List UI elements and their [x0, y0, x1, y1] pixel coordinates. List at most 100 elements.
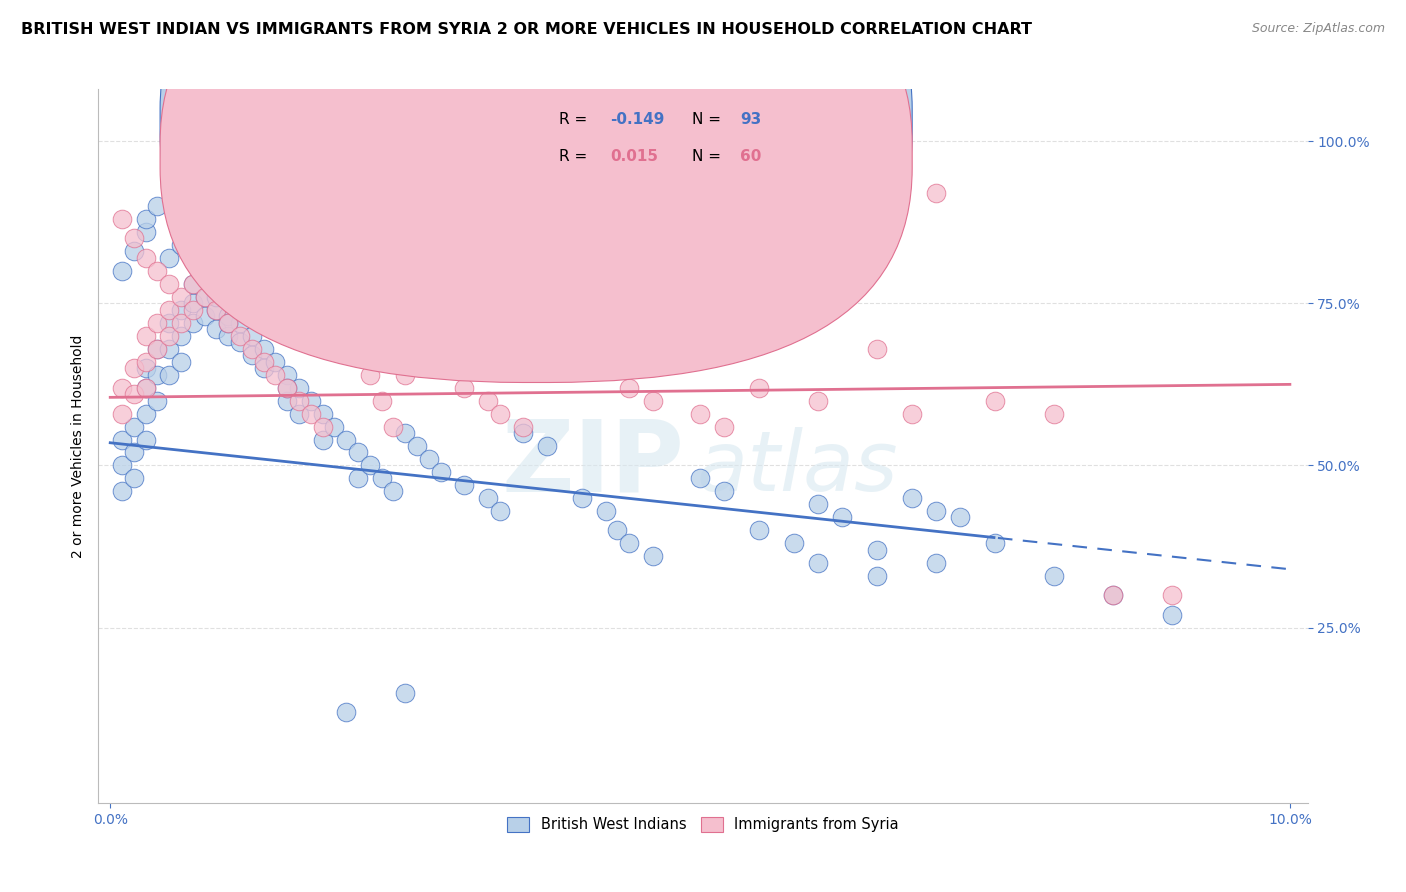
Point [512, 419, 534, 434]
Point [311, 407, 333, 421]
Point [783, 536, 806, 550]
Point [901, 407, 924, 421]
Text: atlas: atlas [697, 427, 898, 508]
Point [831, 510, 853, 524]
Point [477, 393, 499, 408]
Point [135, 433, 157, 447]
Point [181, 302, 204, 317]
Point [713, 419, 735, 434]
FancyBboxPatch shape [160, 0, 912, 383]
Point [429, 290, 451, 304]
FancyBboxPatch shape [509, 98, 800, 182]
Point [181, 277, 204, 291]
Point [229, 316, 252, 330]
Point [146, 368, 169, 382]
Point [347, 445, 370, 459]
Point [288, 393, 311, 408]
Point [252, 342, 274, 356]
Point [181, 316, 204, 330]
Point [181, 277, 204, 291]
Point [748, 381, 770, 395]
Point [323, 419, 346, 434]
Point [205, 302, 228, 317]
Point [359, 458, 381, 473]
Point [122, 231, 145, 245]
Point [111, 484, 134, 499]
FancyBboxPatch shape [160, 0, 912, 348]
Point [807, 393, 830, 408]
Point [288, 381, 311, 395]
Point [536, 439, 558, 453]
Point [194, 310, 217, 324]
Point [264, 354, 287, 368]
Point [111, 211, 134, 226]
Point [406, 439, 429, 453]
Point [111, 458, 134, 473]
Text: -0.149: -0.149 [610, 112, 664, 128]
Point [252, 354, 274, 368]
Point [406, 264, 429, 278]
Point [157, 277, 180, 291]
Point [194, 290, 217, 304]
Point [170, 328, 193, 343]
Point [901, 491, 924, 505]
Point [335, 316, 357, 330]
Point [311, 433, 333, 447]
Point [135, 354, 157, 368]
Point [925, 556, 948, 570]
Point [157, 302, 180, 317]
Point [1043, 568, 1066, 582]
Point [984, 393, 1007, 408]
Point [359, 368, 381, 382]
Point [453, 381, 475, 395]
Point [111, 381, 134, 395]
Point [181, 296, 204, 310]
Text: ZIP: ZIP [502, 416, 685, 512]
Point [229, 335, 252, 350]
Point [619, 536, 641, 550]
Point [146, 342, 169, 356]
Point [453, 478, 475, 492]
Point [382, 484, 405, 499]
Point [240, 342, 263, 356]
Point [135, 381, 157, 395]
Point [925, 504, 948, 518]
Point [606, 524, 628, 538]
Point [205, 302, 228, 317]
Point [288, 407, 311, 421]
Text: R =: R = [560, 112, 592, 128]
Point [264, 368, 287, 382]
Point [217, 316, 239, 330]
Point [146, 199, 169, 213]
Point [276, 381, 298, 395]
Point [1161, 588, 1184, 602]
Point [370, 471, 392, 485]
Point [122, 361, 145, 376]
Point [252, 361, 274, 376]
Point [135, 251, 157, 265]
Point [111, 264, 134, 278]
Point [370, 393, 392, 408]
Point [382, 419, 405, 434]
Point [866, 568, 889, 582]
Point [170, 354, 193, 368]
Point [689, 471, 711, 485]
Point [866, 542, 889, 557]
Point [157, 251, 180, 265]
Point [866, 342, 889, 356]
Point [157, 342, 180, 356]
Point [170, 302, 193, 317]
Point [194, 290, 217, 304]
Point [194, 264, 217, 278]
Point [157, 328, 180, 343]
Point [146, 264, 169, 278]
Point [157, 368, 180, 382]
Point [335, 705, 357, 719]
Point [807, 556, 830, 570]
Point [335, 433, 357, 447]
Text: 60: 60 [741, 150, 762, 164]
Text: N =: N = [692, 150, 725, 164]
Point [111, 407, 134, 421]
Point [217, 310, 239, 324]
Point [170, 316, 193, 330]
